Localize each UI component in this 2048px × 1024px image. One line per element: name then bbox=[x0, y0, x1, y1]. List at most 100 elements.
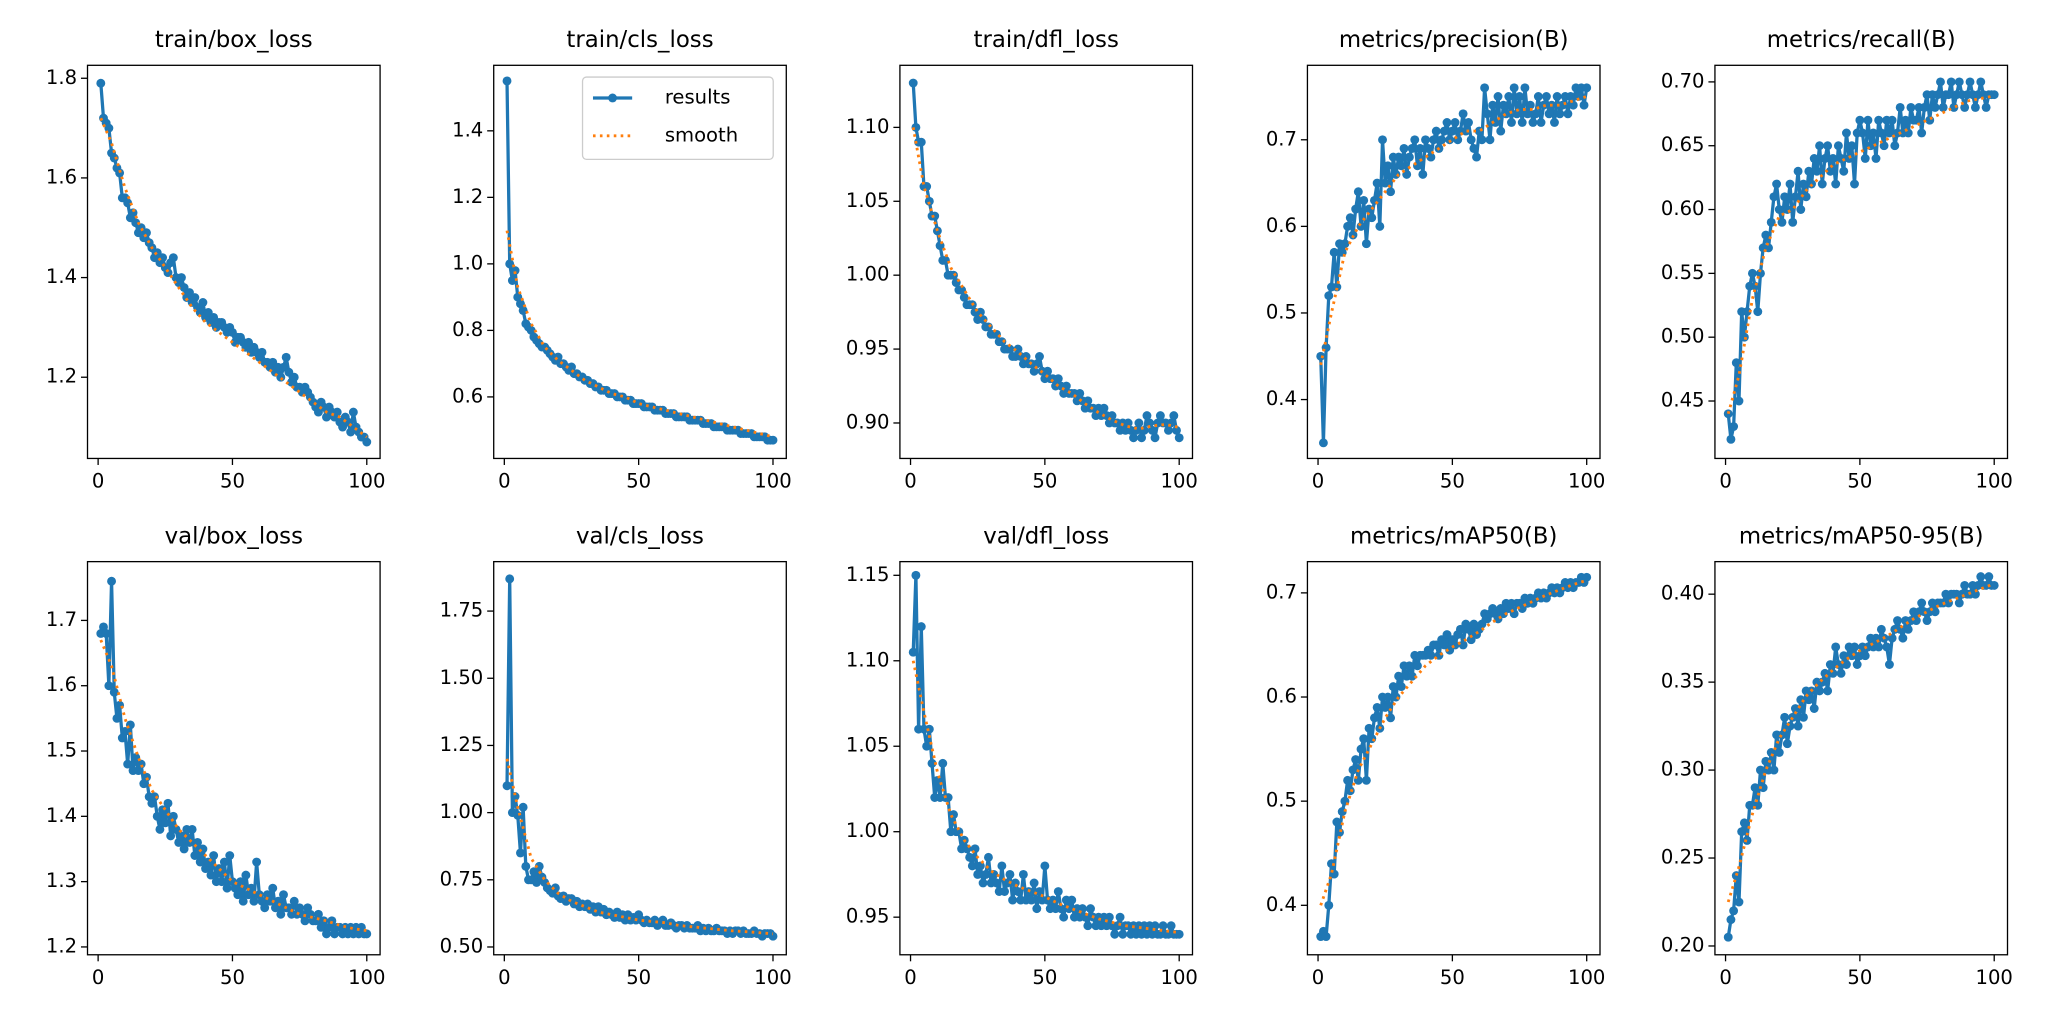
y-tick-label: 0.90 bbox=[846, 410, 890, 433]
y-tick-label: 1.4 bbox=[452, 118, 483, 141]
data-point bbox=[1847, 141, 1857, 151]
data-point bbox=[1563, 109, 1573, 119]
data-point bbox=[1831, 642, 1841, 652]
data-point bbox=[1895, 102, 1905, 112]
data-point bbox=[1753, 307, 1763, 317]
y-tick-label: 0.60 bbox=[1661, 197, 1705, 220]
y-tick-label: 0.30 bbox=[1661, 758, 1705, 781]
y-tick-label: 1.2 bbox=[452, 185, 483, 208]
data-point bbox=[1731, 358, 1741, 368]
x-tick-label: 50 bbox=[1847, 469, 1872, 492]
data-point bbox=[1777, 730, 1787, 740]
data-point bbox=[1766, 217, 1776, 227]
data-point bbox=[1442, 118, 1452, 127]
data-point bbox=[1970, 589, 1980, 599]
data-point bbox=[1517, 118, 1527, 127]
data-point bbox=[1723, 932, 1733, 942]
data-point bbox=[1335, 827, 1344, 837]
data-point bbox=[526, 325, 536, 335]
subplot-title: train/box_loss bbox=[155, 27, 313, 53]
x-tick-label: 100 bbox=[348, 469, 385, 492]
y-tick-label: 0.4 bbox=[1266, 893, 1297, 916]
data-point bbox=[1842, 128, 1851, 138]
data-point bbox=[190, 851, 200, 860]
data-point bbox=[1825, 660, 1835, 669]
data-point bbox=[1485, 135, 1495, 145]
data-point bbox=[1407, 143, 1417, 153]
data-point bbox=[1809, 154, 1819, 163]
subplot: metrics/mAP50-95(B) 0 50 100 0.20 0.25 0.30 0.3… bbox=[1661, 523, 2013, 988]
results-line bbox=[1726, 574, 1995, 938]
data-point bbox=[1780, 192, 1790, 202]
data-point bbox=[160, 818, 170, 828]
data-point bbox=[1750, 783, 1760, 793]
data-point bbox=[1115, 912, 1125, 922]
data-point bbox=[1415, 143, 1425, 153]
x-tick-label: 100 bbox=[1976, 469, 2013, 492]
data-point bbox=[1429, 135, 1439, 145]
data-point bbox=[109, 687, 119, 697]
data-point bbox=[908, 78, 918, 88]
y-tick-label: 0.5 bbox=[1266, 300, 1297, 323]
data-point bbox=[981, 869, 991, 879]
data-point bbox=[168, 811, 178, 821]
data-point bbox=[104, 123, 114, 133]
data-point bbox=[1372, 178, 1382, 188]
data-point bbox=[1833, 141, 1843, 151]
data-point bbox=[101, 629, 111, 638]
axes-frame bbox=[1714, 64, 2009, 460]
data-point bbox=[128, 208, 138, 218]
data-point bbox=[1035, 352, 1044, 361]
data-point bbox=[1174, 433, 1184, 443]
data-point bbox=[1005, 344, 1015, 354]
y-tick-label: 1.75 bbox=[440, 599, 484, 622]
data-point bbox=[1026, 895, 1036, 905]
data-point bbox=[1351, 755, 1361, 764]
data-point bbox=[214, 864, 224, 874]
data-point bbox=[168, 253, 178, 263]
data-point bbox=[1394, 152, 1404, 162]
data-point bbox=[163, 798, 173, 808]
legend-label: smooth bbox=[665, 123, 738, 146]
legend-label: results bbox=[665, 85, 731, 108]
y-tick-label: 0.50 bbox=[440, 934, 484, 957]
data-point bbox=[1321, 932, 1331, 941]
data-point bbox=[1056, 904, 1066, 914]
data-point bbox=[1043, 366, 1052, 376]
data-point bbox=[1104, 912, 1114, 922]
subplot-title: val/cls_loss bbox=[576, 523, 704, 549]
data-point bbox=[505, 259, 515, 269]
data-point bbox=[1439, 126, 1449, 136]
data-point bbox=[1048, 895, 1058, 905]
data-point bbox=[1359, 195, 1369, 205]
axes-frame bbox=[493, 560, 787, 956]
data-point bbox=[1391, 692, 1401, 702]
data-point bbox=[155, 824, 165, 834]
data-point bbox=[1729, 422, 1739, 431]
data-point bbox=[507, 276, 517, 285]
x-tick-label: 50 bbox=[626, 966, 651, 989]
data-point bbox=[150, 792, 159, 802]
data-point bbox=[1461, 126, 1471, 136]
data-point bbox=[120, 726, 130, 736]
subplot: metrics/precision(B) 0 50 100 0.4 0.5 0.6 0.7 bbox=[1266, 27, 1606, 492]
data-point bbox=[1426, 152, 1436, 162]
data-point bbox=[1367, 734, 1377, 744]
axes-frame bbox=[86, 560, 381, 956]
data-point bbox=[1944, 598, 1953, 608]
data-point bbox=[1579, 100, 1589, 110]
data-point bbox=[1734, 396, 1744, 406]
data-point bbox=[1922, 616, 1932, 626]
y-tick-label: 1.3 bbox=[46, 869, 77, 892]
data-point bbox=[107, 576, 116, 586]
data-point bbox=[1761, 230, 1771, 240]
data-point bbox=[1817, 179, 1827, 189]
data-point bbox=[1426, 650, 1436, 660]
x-tick-label: 50 bbox=[1440, 966, 1465, 989]
data-point bbox=[123, 198, 133, 208]
data-point bbox=[1498, 100, 1508, 110]
axes-frame bbox=[899, 560, 1194, 956]
data-point bbox=[1876, 128, 1886, 138]
data-point bbox=[1504, 92, 1514, 101]
data-point bbox=[1375, 221, 1385, 231]
